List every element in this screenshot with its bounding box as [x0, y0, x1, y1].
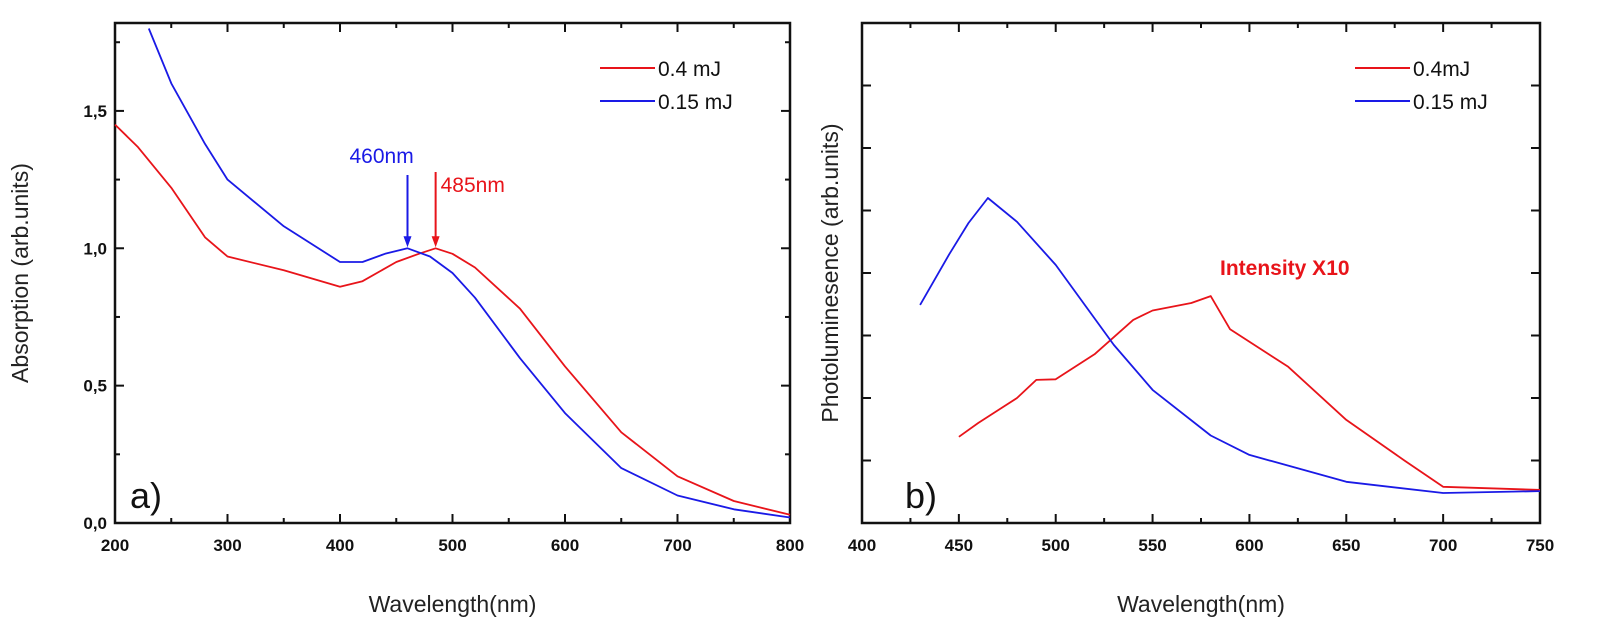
- y-axis-label: Absorption (arb.units): [7, 163, 33, 383]
- annotation-label: 460nm: [350, 145, 414, 168]
- legend-label: 0.15 mJ: [1413, 91, 1488, 114]
- x-axis-label: Wavelength(nm): [369, 591, 537, 617]
- x-tick-label: 500: [1042, 536, 1070, 555]
- panel-a: 200 300 400 500 600 700 800 0,0 0,5 1,0 1,5 Wavelen…: [7, 21, 804, 617]
- arrow-head-icon: [431, 236, 440, 248]
- x-tick-label: 700: [1429, 536, 1457, 555]
- x-tick-label: 400: [326, 536, 354, 555]
- series-line-1: [919, 197, 1541, 494]
- panel-b: 400 450 500 550 600 650 700 750 Wavelength(nm) Ph…: [817, 21, 1554, 617]
- annotation-label: Intensity X10: [1220, 257, 1350, 280]
- x-tick-label: 300: [213, 536, 241, 555]
- x-axis-label: Wavelength(nm): [1117, 591, 1285, 617]
- x-tick-label: 650: [1332, 536, 1360, 555]
- panel-label: b): [905, 475, 937, 516]
- arrow-head-icon: [403, 236, 412, 248]
- x-tick-label: 550: [1138, 536, 1166, 555]
- y-tick-label: 1,5: [83, 102, 107, 121]
- x-tick-label: 500: [438, 536, 466, 555]
- y-axis-label: Photoluminesence (arb.units): [817, 123, 843, 422]
- x-tick-label: 400: [848, 536, 876, 555]
- x-tick-label: 600: [1235, 536, 1263, 555]
- x-tick-label: 800: [776, 536, 804, 555]
- series-line-0: [114, 123, 791, 516]
- panel-label: a): [130, 475, 162, 516]
- x-tick-label: 600: [551, 536, 579, 555]
- x-tick-label: 700: [663, 536, 691, 555]
- series-line-1: [147, 28, 791, 519]
- legend-label: 0.15 mJ: [658, 91, 733, 114]
- series-line-0: [958, 295, 1541, 491]
- x-tick-label: 450: [945, 536, 973, 555]
- y-tick-label: 0,5: [83, 377, 107, 396]
- legend-label: 0.4mJ: [1413, 58, 1470, 81]
- legend-label: 0.4 mJ: [658, 58, 721, 81]
- x-tick-label: 200: [101, 536, 129, 555]
- annotation-label: 485nm: [441, 174, 505, 197]
- y-tick-label: 0,0: [83, 514, 107, 533]
- x-tick-label: 750: [1526, 536, 1554, 555]
- y-tick-label: 1,0: [83, 239, 107, 258]
